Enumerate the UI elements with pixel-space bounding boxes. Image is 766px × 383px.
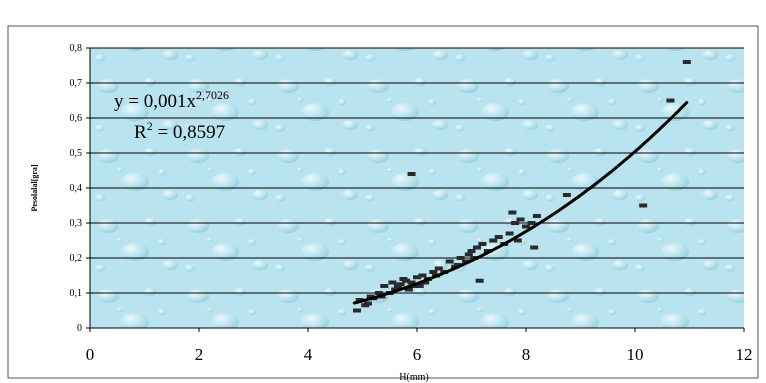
x-tick-label: 4 (304, 345, 313, 364)
data-point (505, 231, 514, 236)
y-tick-label: 0,8 (70, 43, 83, 54)
x-tick-label: 2 (195, 345, 204, 364)
data-point (402, 278, 411, 283)
y-tick-label: 0,4 (70, 183, 83, 194)
data-point (532, 214, 541, 218)
y-tick-label: 0,5 (70, 148, 83, 159)
data-point (516, 217, 525, 222)
data-point (682, 60, 691, 64)
y-tick-label: 0,7 (70, 78, 83, 89)
y-tick-label: 0 (77, 323, 82, 334)
data-point (494, 235, 503, 239)
x-tick-label: 0 (86, 345, 95, 364)
trendline-group (352, 101, 689, 305)
data-point (456, 256, 465, 260)
y-tick-label: 0,6 (70, 113, 83, 124)
data-point (562, 193, 571, 197)
data-point (391, 287, 400, 292)
data-point (404, 287, 413, 292)
data-point (464, 252, 473, 257)
data-point (467, 249, 476, 253)
y-tick-label: 0,1 (70, 288, 83, 299)
data-point (666, 98, 675, 103)
data-point (472, 245, 481, 250)
data-point (475, 278, 484, 283)
data-point (396, 282, 405, 287)
data-point (453, 263, 462, 267)
data-point (418, 273, 427, 278)
data-point (434, 266, 443, 271)
data-point (530, 245, 539, 250)
data-point (388, 280, 397, 285)
data-point (413, 275, 421, 280)
data-point (374, 291, 383, 295)
data-point (407, 280, 416, 285)
data-point (407, 172, 416, 176)
data-point (421, 280, 430, 285)
data-point (462, 259, 471, 264)
trendline (352, 101, 689, 305)
data-point (429, 270, 438, 274)
data-point (522, 224, 530, 229)
data-point (508, 210, 517, 215)
data-point (415, 284, 424, 288)
data-point (511, 221, 520, 225)
data-point (363, 301, 372, 306)
gridlines (90, 47, 744, 294)
x-axis-title: H(mm) (399, 372, 428, 383)
axes: 0 0,1 0,2 0,3 0,4 0,5 0,6 0,7 0,8 0 2 4 6 8 10 12 (70, 43, 753, 364)
x-tick-label: 6 (413, 345, 422, 364)
data-point (353, 308, 362, 313)
x-tick-label: 8 (522, 345, 531, 364)
y-tick-label: 0,3 (70, 218, 83, 229)
data-point (513, 238, 522, 243)
y-tick-label: 0,2 (70, 253, 83, 264)
data-point (478, 242, 487, 246)
data-point (527, 221, 536, 225)
data-point (639, 203, 648, 208)
x-tick-label: 10 (627, 345, 644, 364)
r-squared-label: R2 = 0,8597 (134, 119, 225, 143)
data-point (380, 284, 389, 288)
y-axis-title: Pesolalal[gra] (30, 164, 39, 211)
data-point (489, 238, 498, 243)
x-tick-label: 12 (736, 345, 753, 364)
trendline-equation: y = 0,001x2,7026 (114, 88, 229, 112)
data-point (355, 298, 364, 302)
data-point (445, 259, 454, 264)
